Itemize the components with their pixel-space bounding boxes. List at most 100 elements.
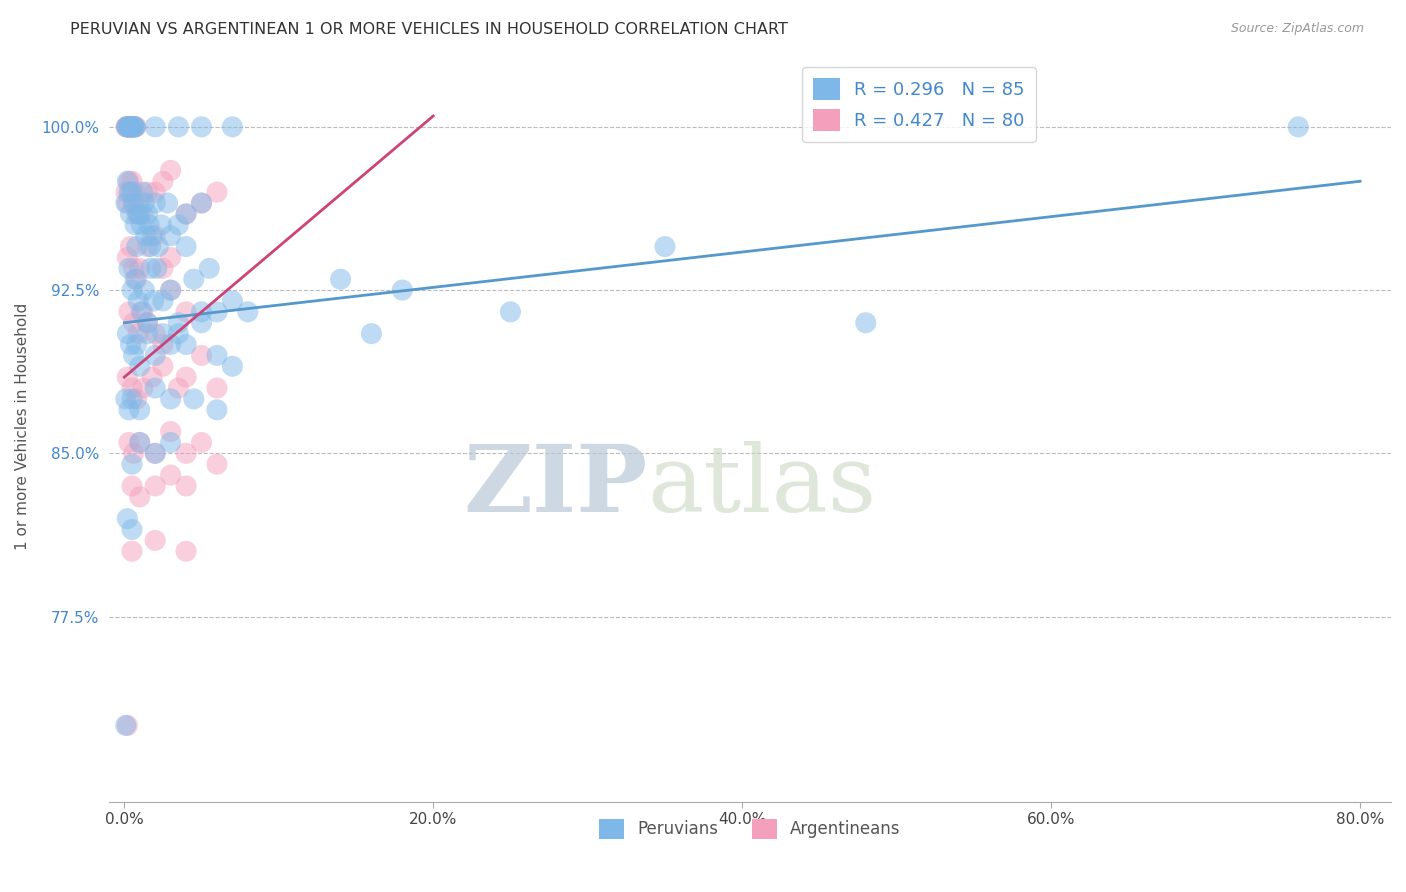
Point — [117, 120, 139, 134]
Point — [128, 490, 150, 504]
Point — [143, 185, 166, 199]
Point — [143, 326, 166, 341]
Point — [139, 261, 162, 276]
Point — [127, 207, 149, 221]
Point — [117, 370, 139, 384]
Point — [128, 435, 150, 450]
Point — [152, 337, 174, 351]
Point — [654, 239, 676, 253]
Point — [136, 316, 159, 330]
Point — [129, 305, 152, 319]
Point — [152, 174, 174, 188]
Point — [174, 370, 197, 384]
Point — [174, 207, 197, 221]
Point — [117, 120, 139, 134]
Point — [174, 207, 197, 221]
Point — [136, 185, 159, 199]
Point — [167, 218, 190, 232]
Point — [360, 326, 382, 341]
Point — [127, 326, 149, 341]
Point — [167, 381, 190, 395]
Point — [136, 326, 159, 341]
Point — [120, 120, 142, 134]
Point — [128, 261, 150, 276]
Text: ZIP: ZIP — [463, 442, 647, 532]
Point — [132, 207, 155, 221]
Point — [499, 305, 522, 319]
Point — [143, 446, 166, 460]
Point — [143, 348, 166, 362]
Point — [143, 479, 166, 493]
Point — [120, 239, 142, 253]
Point — [190, 305, 212, 319]
Y-axis label: 1 or more Vehicles in Household: 1 or more Vehicles in Household — [15, 302, 30, 549]
Point — [125, 239, 148, 253]
Point — [205, 381, 228, 395]
Point — [118, 185, 141, 199]
Point — [121, 120, 143, 134]
Point — [132, 185, 155, 199]
Point — [190, 196, 212, 211]
Point — [122, 348, 145, 362]
Point — [141, 370, 163, 384]
Point — [117, 174, 139, 188]
Point — [174, 337, 197, 351]
Point — [118, 261, 141, 276]
Point — [121, 544, 143, 558]
Point — [115, 120, 138, 134]
Point — [120, 120, 142, 134]
Point — [117, 718, 139, 732]
Point — [124, 272, 146, 286]
Point — [205, 348, 228, 362]
Point — [121, 479, 143, 493]
Text: atlas: atlas — [647, 442, 876, 532]
Point — [121, 120, 143, 134]
Point — [120, 207, 142, 221]
Point — [167, 120, 190, 134]
Point — [120, 120, 142, 134]
Point — [117, 120, 139, 134]
Point — [183, 272, 205, 286]
Point — [128, 402, 150, 417]
Point — [115, 120, 138, 134]
Point — [122, 196, 145, 211]
Point — [141, 228, 163, 243]
Point — [118, 120, 141, 134]
Point — [118, 120, 141, 134]
Point — [125, 207, 148, 221]
Point — [205, 305, 228, 319]
Point — [124, 185, 146, 199]
Point — [118, 174, 141, 188]
Point — [124, 218, 146, 232]
Point — [121, 120, 143, 134]
Point — [156, 196, 179, 211]
Point — [114, 718, 136, 732]
Point — [121, 457, 143, 471]
Point — [167, 326, 190, 341]
Point — [139, 239, 162, 253]
Point — [125, 337, 148, 351]
Point — [159, 425, 181, 439]
Point — [124, 120, 146, 134]
Point — [159, 251, 181, 265]
Point — [134, 283, 156, 297]
Point — [128, 359, 150, 374]
Point — [159, 228, 181, 243]
Point — [122, 120, 145, 134]
Point — [190, 348, 212, 362]
Point — [125, 120, 148, 134]
Point — [190, 316, 212, 330]
Point — [135, 228, 157, 243]
Point — [117, 196, 139, 211]
Point — [121, 523, 143, 537]
Point — [117, 251, 139, 265]
Point — [125, 272, 148, 286]
Point — [205, 457, 228, 471]
Point — [152, 261, 174, 276]
Point — [174, 446, 197, 460]
Point — [118, 305, 141, 319]
Point — [205, 402, 228, 417]
Point — [127, 207, 149, 221]
Point — [128, 435, 150, 450]
Point — [159, 163, 181, 178]
